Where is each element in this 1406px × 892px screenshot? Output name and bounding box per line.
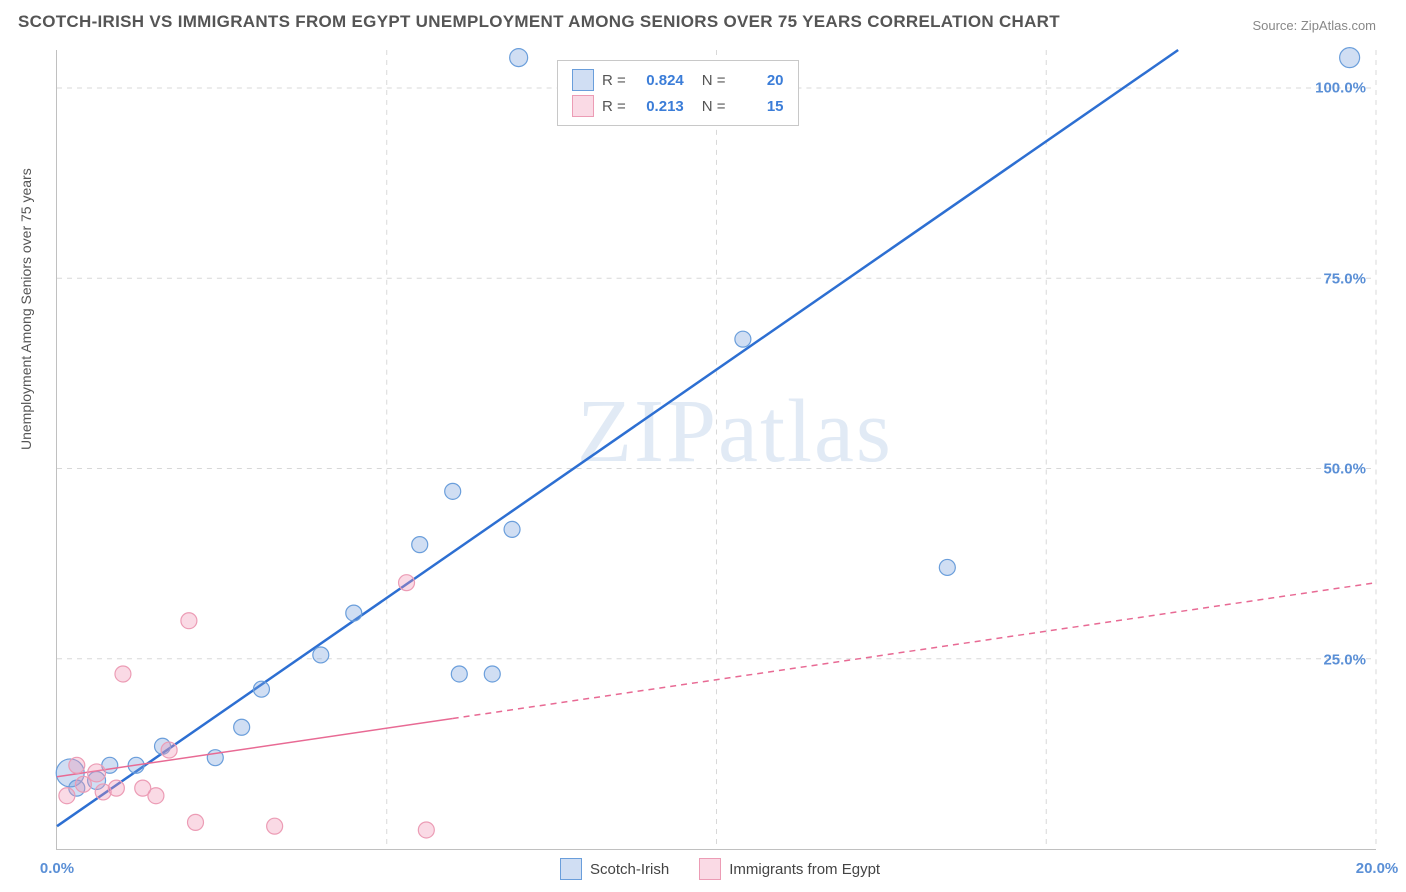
x-tick-label: 20.0% <box>1356 860 1399 877</box>
legend-bottom-swatch-0 <box>560 858 582 880</box>
n-label: N = <box>702 72 726 89</box>
legend-bottom-label-0: Scotch-Irish <box>590 861 669 878</box>
legend-swatch-series-1 <box>572 95 594 117</box>
y-tick-label: 75.0% <box>1323 270 1366 287</box>
plot-svg <box>57 50 1376 849</box>
plot-area: ZIPatlas R = 0.824 N = 20 R = 0.213 N = … <box>56 50 1376 850</box>
legend-correlation-box: R = 0.824 N = 20 R = 0.213 N = 15 <box>557 60 799 126</box>
legend-row-series-1: R = 0.213 N = 15 <box>572 93 784 119</box>
n-value-series-0: 20 <box>734 72 784 89</box>
chart-title: SCOTCH-IRISH VS IMMIGRANTS FROM EGYPT UN… <box>18 12 1060 32</box>
n-label: N = <box>702 98 726 115</box>
r-label: R = <box>602 98 626 115</box>
x-tick-label: 0.0% <box>40 860 74 877</box>
legend-swatch-series-0 <box>572 69 594 91</box>
legend-item-series-1: Immigrants from Egypt <box>699 858 880 880</box>
legend-bottom-swatch-1 <box>699 858 721 880</box>
y-axis-label: Unemployment Among Seniors over 75 years <box>18 168 34 450</box>
r-value-series-1: 0.213 <box>634 98 684 115</box>
n-value-series-1: 15 <box>734 98 784 115</box>
legend-item-series-0: Scotch-Irish <box>560 858 669 880</box>
legend-row-series-0: R = 0.824 N = 20 <box>572 67 784 93</box>
legend-bottom: Scotch-Irish Immigrants from Egypt <box>560 858 880 880</box>
r-label: R = <box>602 72 626 89</box>
legend-bottom-label-1: Immigrants from Egypt <box>729 861 880 878</box>
r-value-series-0: 0.824 <box>634 72 684 89</box>
source-label: Source: ZipAtlas.com <box>1252 18 1376 33</box>
y-tick-label: 100.0% <box>1315 80 1366 97</box>
y-tick-label: 50.0% <box>1323 461 1366 478</box>
y-tick-label: 25.0% <box>1323 651 1366 668</box>
